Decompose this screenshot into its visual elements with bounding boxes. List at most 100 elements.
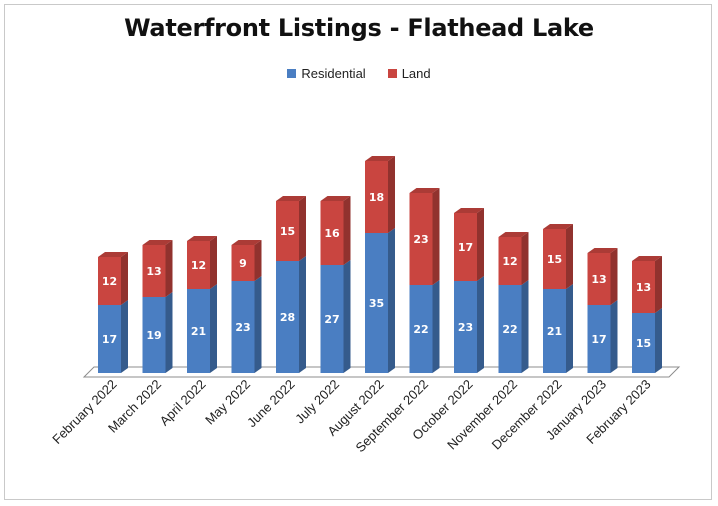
data-label-residential-6: 35 (369, 297, 384, 310)
bar-land-2 (187, 241, 210, 289)
bar-side-residential-6 (388, 228, 395, 373)
bar-top-6 (365, 156, 395, 161)
bar-side-land-7 (432, 188, 440, 285)
data-label-land-9: 12 (502, 255, 517, 268)
bar-side-land-2 (210, 236, 217, 289)
bar-side-residential-9 (521, 280, 529, 373)
data-label-land-3: 9 (239, 257, 247, 270)
data-label-residential-1: 19 (146, 329, 161, 342)
data-label-land-11: 13 (591, 273, 606, 286)
bar-top-5 (320, 196, 351, 201)
bar-land-4 (276, 201, 299, 261)
data-label-residential-12: 15 (636, 337, 651, 350)
legend-item-residential: Residential (287, 66, 366, 81)
data-label-land-6: 18 (369, 191, 384, 204)
bar-top-0 (98, 252, 128, 257)
bar-land-12 (632, 261, 655, 313)
bar-residential-2 (187, 289, 210, 373)
bar-top-12 (632, 256, 662, 261)
legend-swatch-residential (287, 69, 297, 78)
bar-side-residential-2 (210, 284, 217, 373)
bar-side-residential-7 (432, 280, 440, 373)
data-label-residential-2: 21 (191, 325, 206, 338)
bar-side-residential-4 (299, 256, 306, 373)
data-label-residential-11: 17 (591, 333, 606, 346)
bar-side-land-11 (610, 248, 618, 305)
bar-side-land-8 (477, 208, 484, 281)
bar-side-residential-12 (655, 308, 662, 373)
bar-top-1 (142, 240, 173, 245)
bar-land-0 (98, 257, 121, 305)
data-label-land-0: 12 (102, 275, 117, 288)
bar-side-residential-10 (566, 284, 573, 373)
bar-side-land-6 (388, 156, 395, 233)
data-label-residential-10: 21 (547, 325, 562, 338)
legend-swatch-land (387, 69, 397, 78)
bar-land-7 (409, 193, 433, 285)
bar-top-9 (498, 232, 529, 237)
bar-land-8 (454, 213, 477, 281)
bar-top-8 (454, 208, 484, 213)
data-label-residential-5: 27 (324, 313, 339, 326)
data-label-land-12: 13 (636, 281, 651, 294)
data-label-land-2: 12 (191, 259, 206, 272)
bar-residential-12 (632, 313, 655, 373)
bar-side-land-9 (521, 232, 529, 285)
bar-residential-1 (142, 297, 166, 373)
bar-side-land-3 (254, 240, 262, 281)
bar-side-land-12 (655, 256, 662, 313)
chart-title: Waterfront Listings - Flathead Lake (124, 14, 594, 42)
bar-top-11 (587, 248, 618, 253)
bar-side-land-0 (121, 252, 128, 305)
bar-side-residential-5 (343, 260, 351, 373)
chart-legend: Residential Land (0, 66, 718, 81)
bar-residential-5 (320, 265, 344, 373)
data-label-residential-7: 22 (413, 323, 428, 336)
bar-top-2 (187, 236, 217, 241)
bar-residential-4 (276, 261, 299, 373)
data-label-residential-0: 17 (102, 333, 117, 346)
bar-side-land-5 (343, 196, 351, 265)
bar-side-residential-11 (610, 300, 618, 373)
bar-top-3 (231, 240, 262, 245)
data-label-land-1: 13 (146, 265, 161, 278)
data-label-land-5: 16 (324, 227, 340, 240)
bar-side-land-10 (566, 224, 573, 289)
x-tick-label: April 2022 (157, 377, 209, 429)
bar-land-9 (498, 237, 522, 285)
bar-residential-11 (587, 305, 611, 373)
legend-label-land: Land (401, 66, 431, 81)
bar-land-3 (231, 245, 255, 281)
data-label-land-8: 17 (458, 241, 473, 254)
x-tick-label: June 2022 (244, 377, 298, 431)
bar-side-land-4 (299, 196, 306, 261)
legend-label-residential: Residential (301, 66, 366, 81)
bar-land-6 (365, 161, 388, 233)
bar-land-10 (543, 229, 566, 289)
data-label-land-10: 15 (547, 253, 562, 266)
bar-top-7 (409, 188, 440, 193)
bar-residential-9 (498, 285, 522, 373)
data-label-residential-8: 23 (458, 321, 473, 334)
data-label-residential-4: 28 (280, 311, 295, 324)
x-tick-label: February 2022 (49, 377, 119, 447)
bar-residential-7 (409, 285, 433, 373)
bar-side-residential-1 (165, 292, 173, 373)
bar-side-land-1 (165, 240, 173, 297)
bar-land-11 (587, 253, 611, 305)
data-label-residential-3: 23 (235, 321, 250, 334)
bar-land-1 (142, 245, 166, 297)
bar-residential-10 (543, 289, 566, 373)
bar-residential-8 (454, 281, 477, 373)
data-label-land-4: 15 (280, 225, 295, 238)
bar-residential-6 (365, 233, 388, 373)
bar-side-residential-8 (477, 276, 484, 373)
data-label-land-7: 23 (413, 233, 428, 246)
bar-side-residential-0 (121, 300, 128, 373)
bar-side-residential-3 (254, 276, 262, 373)
bar-top-10 (543, 224, 573, 229)
bar-top-4 (276, 196, 306, 201)
legend-item-land: Land (387, 66, 431, 81)
bar-residential-3 (231, 281, 255, 373)
